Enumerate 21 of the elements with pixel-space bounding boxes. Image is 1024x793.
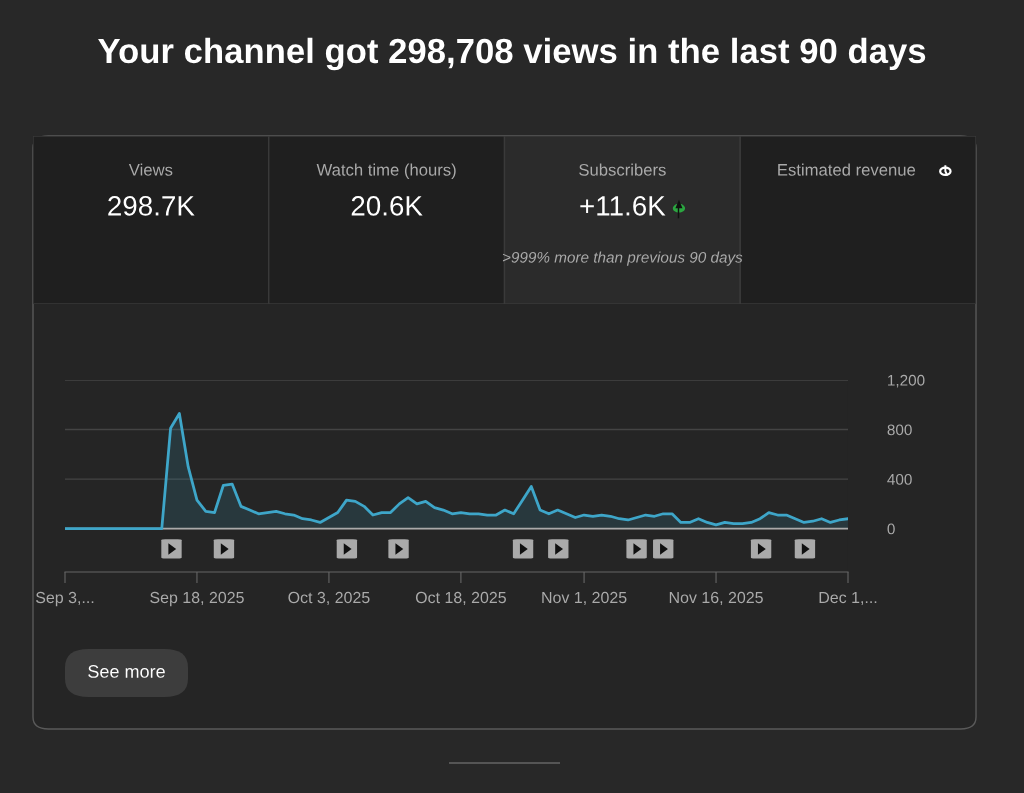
text: 20.6K: [351, 196, 423, 216]
category-label: Estimated revenue: [778, 163, 916, 176]
text: +11.6K: [580, 196, 666, 216]
text: Your channel got 298,708 views in the last 90 days: [98, 37, 926, 71]
x-tick-label: Nov 1, 2025: [542, 591, 627, 606]
x-tick-label: Dec 1,...: [819, 592, 877, 606]
category-label: Watch time (hours): [316, 163, 456, 180]
x-tick-label: Oct 18, 2025: [415, 591, 506, 606]
y-tick-label: 800: [887, 424, 912, 436]
x-tick-label: Oct 3, 2025: [288, 591, 370, 606]
category-label: Views: [128, 163, 173, 176]
y-tick-label: 0: [887, 523, 895, 535]
y-tick-label: 400: [887, 473, 912, 485]
text: >999% more than previous 90 days: [502, 251, 743, 266]
category-label: Subscribers: [579, 163, 666, 176]
x-tick-label: Nov 16, 2025: [669, 591, 763, 606]
text: See more: [88, 665, 165, 678]
x-tick-label: Sep 3,...: [35, 591, 94, 607]
text: 298.7K: [108, 196, 195, 216]
x-tick-label: Sep 18, 2025: [150, 591, 244, 607]
y-tick-label: 1,200: [888, 374, 925, 388]
